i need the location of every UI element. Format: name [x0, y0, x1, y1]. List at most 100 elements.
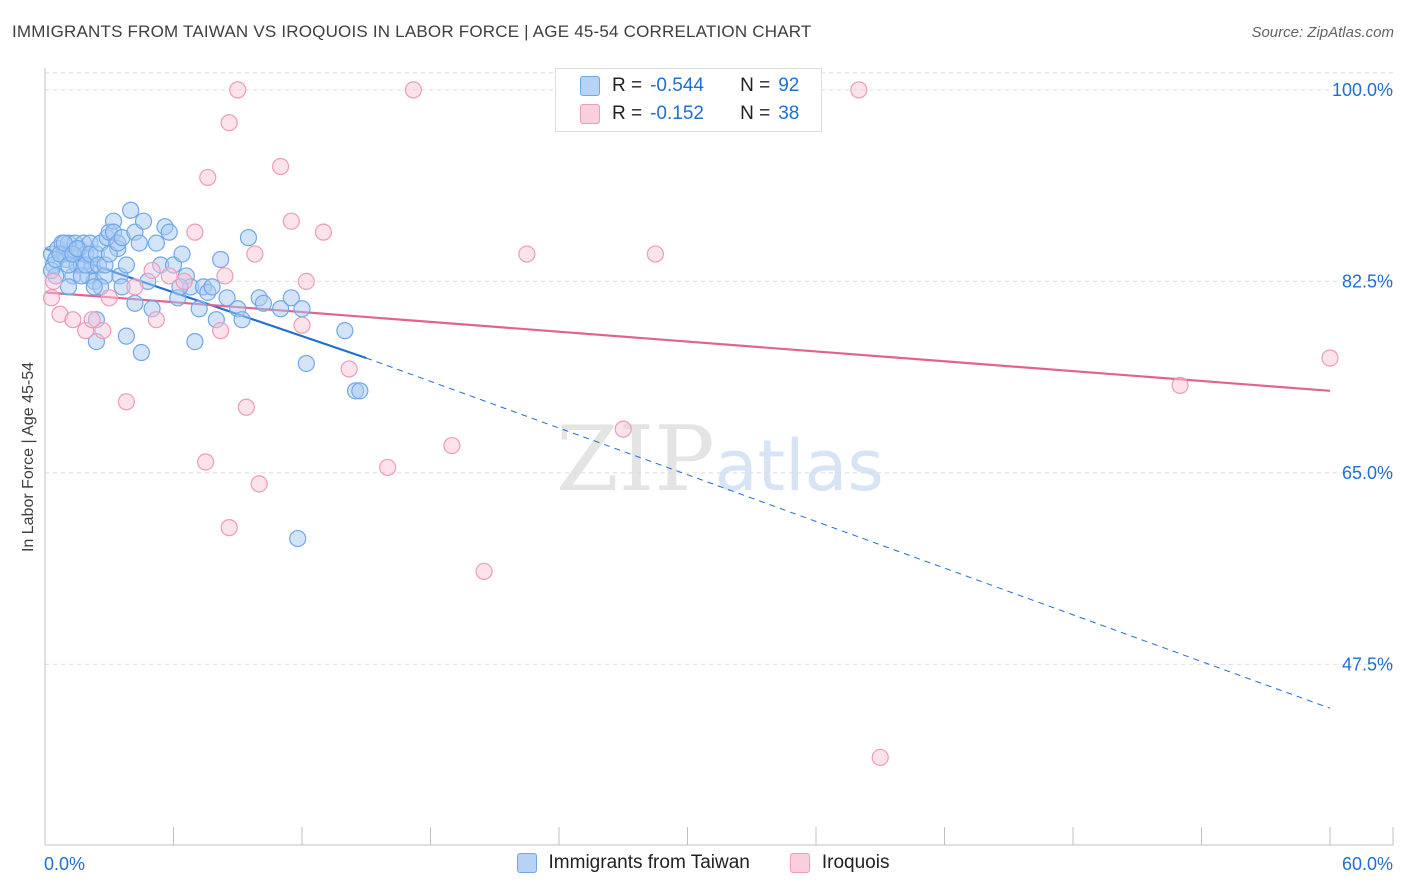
point-iroquois — [175, 272, 193, 291]
legend-item-iroquois[interactable]: Iroquois — [789, 852, 890, 874]
point-taiwan — [190, 300, 208, 318]
point-taiwan — [293, 300, 311, 318]
point-iroquois — [117, 393, 135, 411]
point-iroquois — [850, 81, 868, 99]
point-iroquois — [143, 261, 161, 280]
point-iroquois — [340, 360, 358, 378]
point-iroquois — [42, 289, 61, 307]
point-taiwan — [117, 327, 135, 345]
legend-n-key: N = — [740, 103, 771, 124]
x-tick-label-min: 0.0% — [44, 854, 85, 874]
point-taiwan — [212, 250, 230, 269]
point-iroquois — [220, 519, 238, 537]
point-taiwan — [160, 223, 178, 241]
series-iroquois-points — [42, 81, 1339, 767]
point-iroquois — [94, 322, 112, 340]
point-iroquois — [314, 223, 333, 241]
point-taiwan — [239, 229, 258, 247]
point-taiwan — [126, 294, 144, 312]
point-taiwan — [147, 234, 165, 252]
point-taiwan — [218, 289, 236, 307]
point-iroquois — [271, 157, 290, 176]
point-taiwan — [122, 201, 140, 219]
point-taiwan — [134, 212, 153, 230]
point-iroquois — [871, 748, 889, 767]
point-taiwan — [203, 278, 221, 296]
data-points — [42, 81, 1339, 767]
point-iroquois — [443, 436, 461, 455]
point-taiwan — [117, 256, 135, 274]
legend-row-iroquois: R = -0.152 N = 38 — [580, 102, 799, 126]
point-taiwan — [297, 354, 315, 373]
point-iroquois — [160, 267, 178, 285]
point-taiwan — [132, 343, 150, 362]
point-iroquois — [100, 289, 118, 307]
point-taiwan — [282, 289, 300, 307]
point-taiwan — [233, 311, 251, 329]
point-iroquois — [404, 81, 422, 99]
point-iroquois — [293, 316, 311, 334]
point-iroquois — [64, 311, 82, 329]
chart-title: IMMIGRANTS FROM TAIWAN VS IROQUOIS IN LA… — [12, 22, 812, 41]
legend-swatch-taiwan — [516, 853, 537, 873]
legend-n-value: 92 — [778, 75, 800, 96]
legend-swatch-iroquois — [789, 853, 810, 873]
point-iroquois — [1171, 376, 1189, 394]
point-iroquois — [229, 81, 247, 99]
series-legend: Immigrants from Taiwan Iroquois — [0, 852, 1406, 874]
point-iroquois — [518, 245, 536, 263]
point-taiwan — [173, 245, 191, 263]
point-iroquois — [475, 562, 493, 581]
source-label: Source: ZipAtlas.com — [1251, 24, 1394, 41]
point-iroquois — [199, 168, 217, 187]
legend-n-key: N = — [740, 75, 771, 96]
point-taiwan — [254, 294, 273, 312]
legend-row-taiwan: R = -0.544 N = 92 — [580, 74, 799, 98]
x-tick-label-max: 60.0% — [1342, 854, 1393, 874]
point-iroquois — [212, 322, 230, 340]
point-iroquois — [83, 311, 101, 329]
point-iroquois — [220, 114, 238, 132]
point-iroquois — [379, 458, 397, 477]
legend-swatch-iroquois — [580, 104, 600, 124]
point-iroquois — [1321, 349, 1339, 367]
y-tick-label: 100.0% — [1332, 80, 1393, 100]
tick-labels: 100.0% 82.5% 65.0% 47.5% 0.0% 60.0% — [44, 80, 1393, 874]
point-taiwan — [351, 382, 369, 400]
point-taiwan — [271, 300, 290, 318]
watermark: ZIPatlas — [556, 407, 884, 512]
watermark-zip: ZIP — [556, 407, 715, 512]
point-iroquois — [646, 245, 664, 263]
legend-swatch-taiwan — [580, 76, 600, 96]
y-tick-label: 82.5% — [1342, 271, 1393, 291]
point-iroquois — [614, 420, 632, 438]
point-iroquois — [282, 212, 300, 230]
point-taiwan — [130, 234, 148, 252]
point-iroquois — [197, 453, 215, 471]
legend-r-value: -0.152 — [650, 103, 704, 124]
point-iroquois — [126, 278, 144, 296]
legend-label-taiwan: Immigrants from Taiwan — [548, 852, 750, 873]
legend-r-key: R = — [612, 103, 643, 124]
point-taiwan — [289, 529, 307, 548]
point-taiwan — [186, 332, 204, 351]
legend-label-iroquois: Iroquois — [821, 852, 890, 873]
point-taiwan — [336, 322, 354, 340]
point-iroquois — [237, 398, 255, 416]
legend-r-value: -0.544 — [650, 75, 704, 96]
point-iroquois — [147, 311, 165, 329]
point-iroquois — [44, 272, 63, 291]
trend-line-taiwan-extrapolated — [366, 357, 1331, 709]
legend-r-key: R = — [612, 75, 643, 96]
watermark-atlas: atlas — [715, 425, 884, 507]
point-iroquois — [246, 245, 264, 263]
y-tick-label: 47.5% — [1342, 654, 1393, 674]
point-iroquois — [186, 223, 204, 241]
point-iroquois — [250, 475, 268, 493]
stats-legend: R = -0.544 N = 92 R = -0.152 N = 38 — [555, 68, 822, 132]
point-iroquois — [216, 267, 234, 285]
legend-item-taiwan[interactable]: Immigrants from Taiwan — [516, 852, 750, 874]
legend-n-value: 38 — [778, 103, 800, 124]
point-taiwan — [59, 278, 78, 296]
